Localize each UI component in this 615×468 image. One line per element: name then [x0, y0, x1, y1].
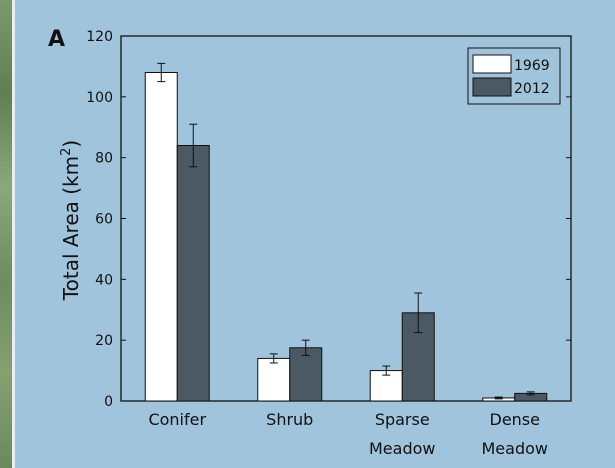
legend-swatch-2012 — [472, 77, 512, 97]
x-tick-label-line2: Meadow — [369, 439, 435, 458]
bar-2012 — [289, 347, 323, 402]
bar-1969 — [369, 370, 403, 402]
y-tick-label: 20 — [95, 333, 113, 349]
y-tick-label: 0 — [104, 394, 113, 410]
background-map-strip — [0, 0, 12, 468]
y-tick-label: 60 — [95, 212, 113, 228]
y-tick-label: 80 — [95, 151, 113, 167]
legend-label-1969: 1969 — [514, 58, 550, 74]
x-tick-label: Conifer — [148, 410, 206, 429]
x-tick-label: Shrub — [266, 410, 313, 429]
bar-1969 — [257, 357, 291, 402]
legend-label-2012: 2012 — [514, 81, 550, 97]
bar-2012 — [176, 145, 210, 402]
x-tick-label: Sparse — [375, 410, 430, 429]
bar-1969 — [144, 72, 178, 402]
y-tick-label: 120 — [86, 29, 113, 45]
background-divider — [12, 0, 15, 468]
x-tick-label-line2: Meadow — [482, 439, 548, 458]
y-axis-label: Total Area (km2) — [59, 140, 83, 301]
legend-swatch-1969 — [472, 54, 512, 74]
x-tick-label: Dense — [490, 410, 540, 429]
panel-label: A — [48, 27, 65, 52]
y-tick-label: 100 — [86, 90, 113, 106]
y-tick-label: 40 — [95, 272, 113, 288]
